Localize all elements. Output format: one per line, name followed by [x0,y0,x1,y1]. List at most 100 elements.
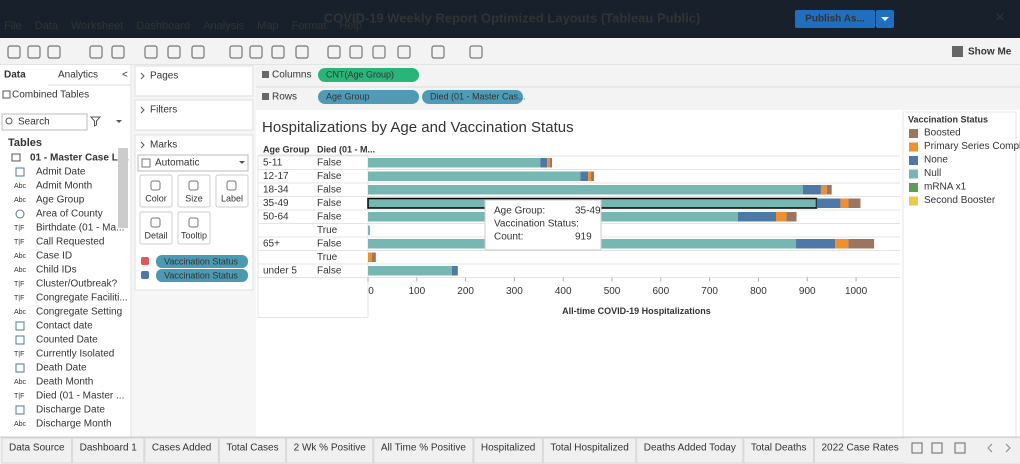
menu-item[interactable]: Dashboard [136,20,190,32]
menu-item[interactable]: Worksheet [71,20,123,32]
field-name[interactable]: Congregate Setting [36,307,122,318]
pane-tab[interactable]: Analytics [58,70,98,81]
x-tick-label: 100 [408,286,425,297]
date-icon [15,363,25,373]
sheet-tab [1,437,73,464]
field-name[interactable]: Died (01 - Master ... [36,391,124,402]
legend-swatch [909,196,918,206]
search-input[interactable]: Search [18,117,50,128]
field-name[interactable]: Counted Date [36,335,98,346]
legend-swatch [909,169,918,179]
menu-item[interactable]: Data [35,20,59,32]
field-name[interactable]: Birthdate (01 - Ma... [36,223,124,234]
field-type-icon: T|F [14,281,24,288]
field-name[interactable]: Discharge Date [36,405,105,416]
field-name[interactable]: Congregate Faciliti... [36,293,128,304]
mark-button-icon [150,180,161,191]
mark-button[interactable]: Color [145,193,167,203]
mark-type[interactable]: Automatic [155,158,199,169]
card-caret [140,141,145,149]
menu-item[interactable]: Map [257,20,278,32]
field-name[interactable]: Admit Month [36,181,92,192]
legend-label[interactable]: Boosted [924,128,961,139]
row-pill-label[interactable]: Age Group [326,91,370,101]
bar-segment [802,185,821,195]
sheet-tab [218,437,287,464]
sheet-tab-label[interactable]: Dashboard 1 [80,443,138,454]
toolbar-icon [372,45,386,59]
dropdown-arrow [239,161,245,164]
sheet-tab [373,437,474,464]
field-name[interactable]: Case ID [36,251,72,262]
sheet-tab-label[interactable]: Hospitalized [481,443,535,454]
field-name[interactable]: Death Month [36,377,93,388]
mark-button[interactable]: Size [185,193,203,203]
sheet-tab-label[interactable]: 2022 Case Rates [821,443,898,454]
table-name[interactable]: 01 - Master Case Li... [30,153,129,164]
bar-segment [368,266,452,276]
window-title: COVID-19 Weekly Report Optimized Layouts… [324,10,701,25]
toolbar-icon [7,45,21,59]
row-header: Died (01 - M... [317,144,375,154]
collapse-button[interactable]: < [122,70,128,81]
field-name[interactable]: Contact date [36,321,93,332]
sheet-tab-label[interactable]: All Time % Positive [381,443,466,454]
field-name[interactable]: Child IDs [36,265,77,276]
field-type-icon: T|F [14,239,24,246]
row-header: Age Group [263,144,310,154]
sheet-tab-label[interactable]: 2 Wk % Positive [294,443,367,454]
data-tab-active [0,65,48,85]
x-tick-label: 700 [701,286,718,297]
field-name[interactable]: Call Requested [36,237,104,248]
row-pill-label[interactable]: Died (01 - Master Cas... [430,91,526,101]
card-title: Marks [150,140,177,151]
sheet-tab-label[interactable]: Data Source [9,443,65,454]
mark-button[interactable]: Detail [144,230,167,240]
pane-tab[interactable]: Data [4,70,26,81]
mark-pill-label[interactable]: Vaccination Status [164,256,238,266]
legend-label[interactable]: None [924,155,948,166]
sheet-tab-label[interactable]: Total Deaths [751,443,807,454]
sheet-tab-label[interactable]: Deaths Added Today [644,443,736,454]
data-source[interactable]: Combined Tables [12,90,89,101]
sheet-tab-label[interactable]: Total Cases [226,443,278,454]
legend-label[interactable]: Null [924,168,941,179]
close-button[interactable]: ✕ [995,9,1006,24]
sheet-tab-label[interactable]: Total Hospitalized [550,443,628,454]
mark-pill-label[interactable]: Vaccination Status [164,270,238,280]
field-name[interactable]: Area of County [36,209,103,220]
mark-button[interactable]: Tooltip [181,230,207,240]
field-name[interactable]: Death Date [36,363,87,374]
toolbar-icon [167,45,181,59]
menu-item[interactable]: Format [292,20,327,32]
x-tick-label: 400 [555,286,572,297]
menu-item[interactable]: Help [339,20,362,32]
field-name[interactable]: Cluster/Outbreak? [36,279,118,290]
field-name[interactable]: Currently Isolated [36,349,114,360]
column-pill [318,68,419,82]
publish-label[interactable]: Publish As... [805,14,865,25]
y-tick-label: False [317,238,342,249]
tables-heading: Tables [8,137,42,149]
sheet-tab-label[interactable]: Cases Added [152,443,212,454]
legend-label[interactable]: mRNA x1 [924,182,967,193]
show-me[interactable]: Show Me [968,47,1012,58]
field-name[interactable]: Age Group [36,195,85,206]
y-tick-label: False [317,265,342,276]
search-box [1,113,88,131]
field-name[interactable]: Admit Date [36,167,86,178]
field-name[interactable]: Discharge Month [36,419,112,430]
tab-scroll [987,443,1011,453]
x-tick-label: 600 [653,286,670,297]
column-pill-label[interactable]: CNT(Age Group) [326,69,394,79]
row-pill [318,90,419,104]
legend-label[interactable]: Second Booster [924,195,996,206]
toolbar-icon [27,45,41,59]
y-tick-label: 65+ [263,238,280,249]
menu-item[interactable]: Analysis [203,20,244,32]
bar-segment [737,212,777,222]
menu-item[interactable]: File [4,20,22,32]
tab-control-icon [931,442,943,454]
mark-button[interactable]: Label [221,193,243,203]
legend-label[interactable]: Primary Series Compl... [924,141,1020,152]
